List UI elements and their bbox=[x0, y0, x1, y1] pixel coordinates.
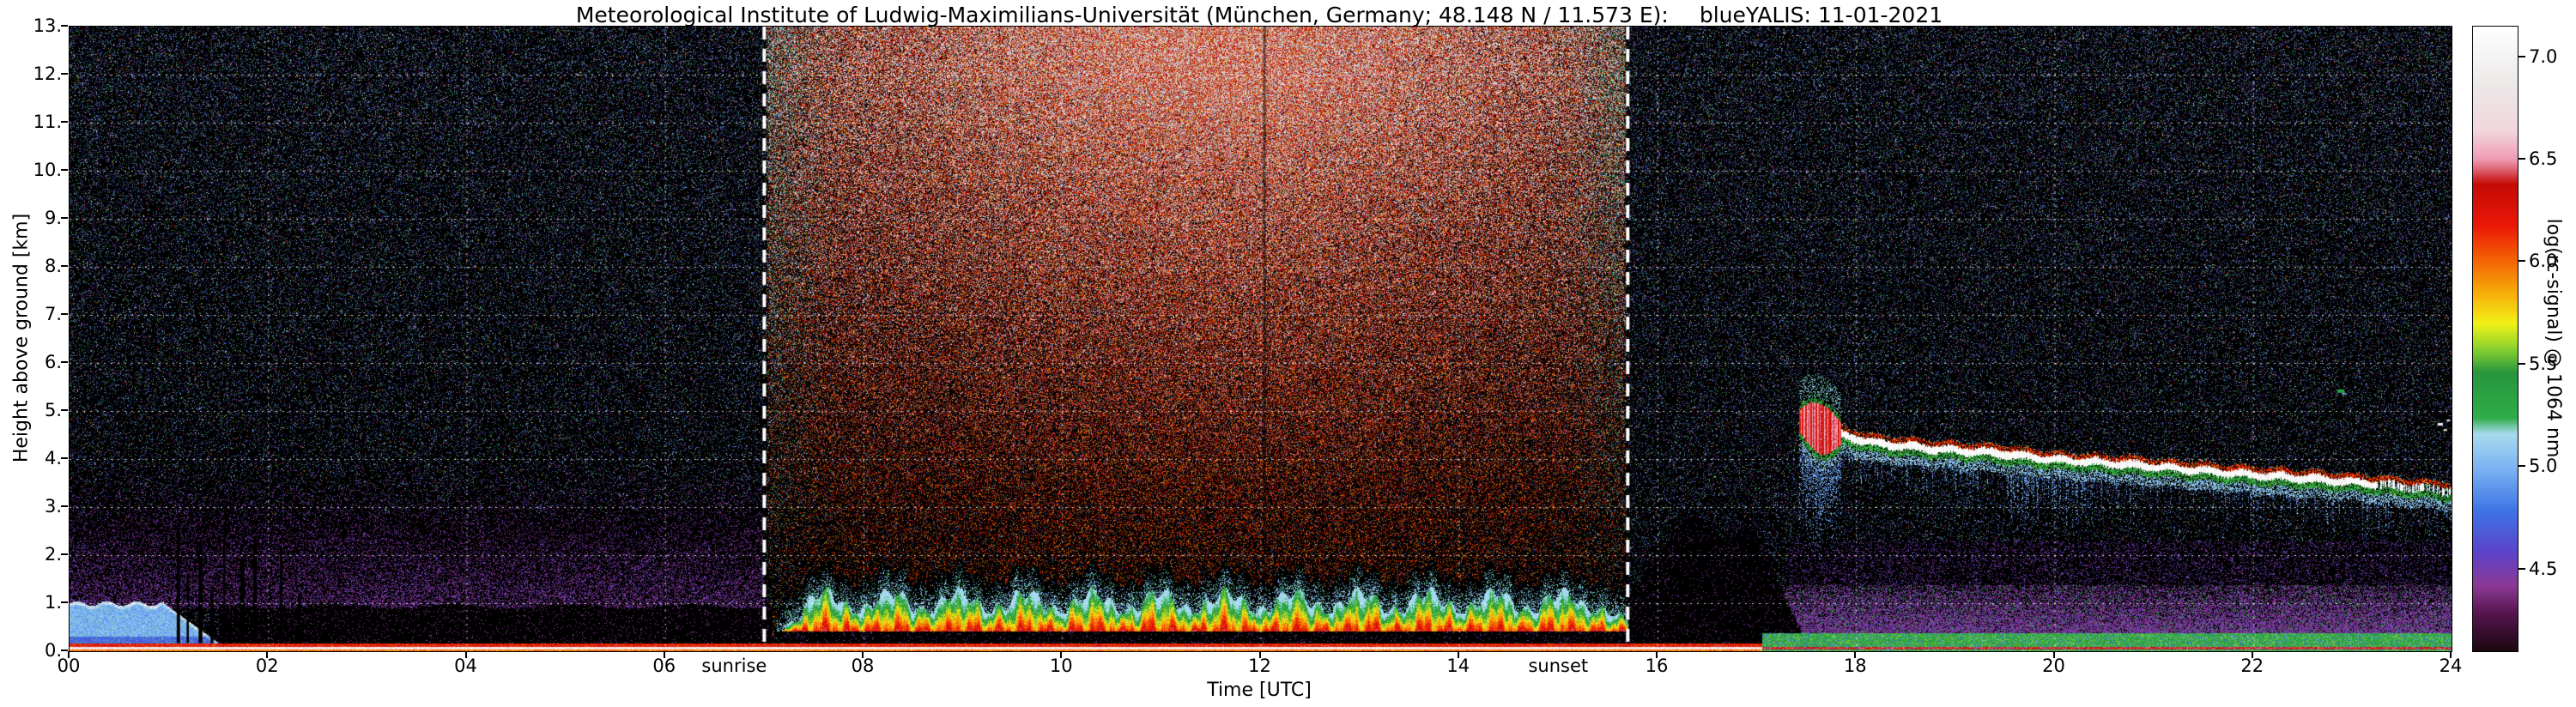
colorbar-tick-label: 7.0 bbox=[2529, 45, 2558, 67]
x-axis-label: Time [UTC] bbox=[1207, 680, 1312, 701]
y-tick-mark bbox=[61, 553, 68, 555]
x-tick-mark bbox=[266, 651, 269, 658]
x-tick-label: 02 bbox=[255, 656, 279, 676]
x-tick-mark bbox=[862, 651, 864, 658]
y-tick-mark bbox=[61, 650, 68, 651]
x-tick-mark bbox=[1457, 651, 1459, 658]
y-tick-label: 0. bbox=[44, 640, 62, 661]
y-tick-mark bbox=[61, 25, 68, 27]
x-tick-label: 00 bbox=[57, 656, 81, 676]
y-tick-label: 6. bbox=[44, 352, 62, 372]
x-tick-mark bbox=[1656, 651, 1658, 658]
colorbar-tick-mark bbox=[2518, 567, 2525, 570]
x-tick-label: 04 bbox=[454, 656, 477, 676]
y-tick-label: 7. bbox=[44, 304, 62, 324]
colorbar-tick-label: 6.5 bbox=[2529, 148, 2558, 170]
x-tick-label: 16 bbox=[1645, 656, 1669, 676]
y-tick-mark bbox=[61, 313, 68, 315]
y-tick-label: 10. bbox=[33, 160, 62, 180]
y-tick-label: 13. bbox=[33, 15, 62, 36]
y-tick-mark bbox=[61, 73, 68, 75]
colorbar-tick-label: 6.0 bbox=[2529, 251, 2558, 272]
y-tick-label: 3. bbox=[44, 496, 62, 517]
y-tick-label: 8. bbox=[44, 256, 62, 276]
heatmap-canvas bbox=[69, 26, 2452, 652]
y-tick-mark bbox=[61, 601, 68, 603]
colorbar-tick-mark bbox=[2518, 465, 2525, 468]
y-tick-mark bbox=[61, 409, 68, 411]
x-tick-label: 22 bbox=[2240, 656, 2264, 676]
colorbar-tick-mark bbox=[2518, 260, 2525, 263]
y-tick-mark bbox=[61, 121, 68, 123]
x-tick-mark bbox=[2450, 651, 2452, 658]
x-tick-mark bbox=[464, 651, 467, 658]
x-tick-mark bbox=[2052, 651, 2055, 658]
y-tick-label: 1. bbox=[44, 592, 62, 613]
y-tick-mark bbox=[61, 169, 68, 171]
colorbar-tick-mark bbox=[2518, 158, 2525, 160]
colorbar-canvas bbox=[2472, 26, 2518, 652]
x-tick-label: 12 bbox=[1248, 656, 1271, 676]
colorbar-label: log(rc-signal) @ 1064 nm bbox=[2543, 218, 2564, 458]
x-tick-mark bbox=[1060, 651, 1063, 658]
x-tick-label: 10 bbox=[1049, 656, 1073, 676]
figure-title: Meteorological Institute of Ludwig-Maxim… bbox=[576, 3, 1943, 27]
x-tick-label: 08 bbox=[851, 656, 875, 676]
x-tick-label: 14 bbox=[1446, 656, 1470, 676]
colorbar-tick-label: 5.5 bbox=[2529, 353, 2558, 374]
title-institute: Meteorological Institute of Ludwig-Maxim… bbox=[575, 3, 1669, 27]
x-tick-label: 06 bbox=[652, 656, 676, 676]
y-tick-label: 12. bbox=[33, 63, 62, 84]
y-tick-label: 4. bbox=[44, 448, 62, 468]
x-tick-mark bbox=[663, 651, 665, 658]
y-tick-label: 2. bbox=[44, 544, 62, 565]
y-axis-label: Height above ground [km] bbox=[10, 213, 33, 463]
x-tick-mark bbox=[1854, 651, 1857, 658]
y-tick-mark bbox=[61, 505, 68, 507]
x-tick-mark bbox=[2251, 651, 2253, 658]
x-tick-mark bbox=[68, 651, 70, 658]
colorbar-tick-mark bbox=[2518, 362, 2525, 365]
y-tick-mark bbox=[61, 265, 68, 267]
x-tick-mark bbox=[1258, 651, 1261, 658]
x-tick-label: 24 bbox=[2439, 656, 2463, 676]
colorbar-tick-label: 4.5 bbox=[2529, 558, 2558, 579]
y-tick-label: 5. bbox=[44, 400, 62, 420]
x-tick-label: 20 bbox=[2042, 656, 2065, 676]
y-tick-label: 9. bbox=[44, 208, 62, 228]
y-tick-mark bbox=[61, 217, 68, 219]
y-tick-label: 11. bbox=[33, 112, 62, 132]
title-run-label: blueYALIS: 11-01-2021 bbox=[1699, 3, 1943, 27]
y-tick-mark bbox=[61, 361, 68, 363]
y-tick-mark bbox=[61, 457, 68, 459]
x-tick-label: 18 bbox=[1843, 656, 1867, 676]
axis-annotation-sunrise: sunrise bbox=[701, 656, 767, 676]
axis-annotation-sunset: sunset bbox=[1528, 656, 1589, 676]
colorbar-tick-mark bbox=[2518, 55, 2525, 57]
colorbar-tick-label: 5.0 bbox=[2529, 456, 2558, 477]
